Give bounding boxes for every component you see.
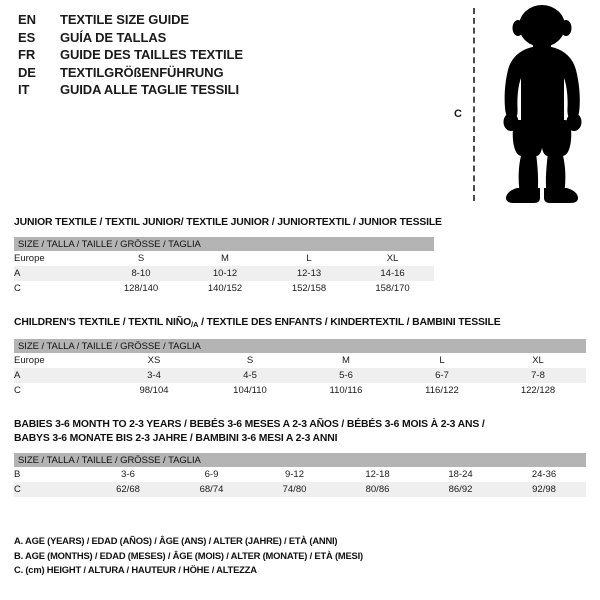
table-cell: 74/80 — [253, 482, 336, 497]
language-row: FR GUIDE DES TAILLES TEXTILE — [18, 47, 418, 65]
language-code: IT — [18, 82, 30, 98]
table-cell: 158/170 — [351, 281, 435, 296]
column-header: M — [298, 353, 394, 368]
guide-title: GUIDE DES TAILLES TEXTILE — [60, 47, 243, 63]
measurement-legend: A. AGE (YEARS) / EDAD (AÑOS) / ÂGE (ANS)… — [14, 534, 574, 578]
table-cell: 110/116 — [298, 383, 394, 398]
column-header: S — [202, 353, 298, 368]
section-babies-title-line2: BABYS 3-6 MONATE BIS 2-3 JAHRE / BAMBINI… — [14, 433, 338, 444]
table-cell: 86/92 — [419, 482, 502, 497]
table-cell: 140/152 — [183, 281, 267, 296]
row-label: Europe — [14, 353, 106, 368]
column-header: XL — [490, 353, 587, 368]
table-cell: 24-36 — [502, 467, 587, 482]
table-cell: 80/86 — [336, 482, 419, 497]
table-cell: 8-10 — [99, 266, 183, 281]
table-cell: 18-24 — [419, 467, 502, 482]
height-measure-dashed-line — [473, 8, 475, 201]
language-row: EN TEXTILE SIZE GUIDE — [18, 12, 418, 30]
row-label: C — [14, 281, 99, 296]
table-band-row: SIZE / TALLA / TAILLE / GRÖSSE / TAGLIA — [14, 339, 587, 353]
language-row: IT GUIDA ALLE TAGLIE TESSILI — [18, 82, 418, 100]
section-babies-textile: BABIES 3-6 MONTH TO 2-3 YEARS / BEBÉS 3-… — [14, 418, 587, 497]
figure-height-label: C — [454, 108, 462, 120]
table-row: C 62/68 68/74 74/80 80/86 86/92 92/98 — [14, 482, 587, 497]
table-cell: 62/68 — [86, 482, 170, 497]
guide-title: TEXTILE SIZE GUIDE — [60, 12, 189, 27]
table-cell: 14-16 — [351, 266, 435, 281]
legend-line: C. (cm) HEIGHT / ALTURA / HAUTEUR / HÖHE… — [14, 564, 257, 575]
row-label: Europe — [14, 251, 99, 266]
table-cell: 12-18 — [336, 467, 419, 482]
legend-line: A. AGE (YEARS) / EDAD (AÑOS) / ÂGE (ANS)… — [14, 535, 338, 546]
row-label: C — [14, 482, 86, 497]
column-header: L — [267, 251, 351, 266]
section-children-title-pre: CHILDREN'S TEXTILE / TEXTIL NIÑO — [14, 317, 192, 328]
table-cell: 3-4 — [106, 368, 202, 383]
language-code: FR — [18, 47, 36, 63]
band-label: SIZE / TALLA / TAILLE / GRÖSSE / TAGLIA — [14, 237, 435, 251]
children-size-table: SIZE / TALLA / TAILLE / GRÖSSE / TAGLIA … — [14, 339, 587, 398]
row-label: B — [14, 467, 86, 482]
band-label: SIZE / TALLA / TAILLE / GRÖSSE / TAGLIA — [14, 453, 587, 467]
language-code: ES — [18, 29, 36, 45]
table-cell: 68/74 — [170, 482, 253, 497]
legend-line: B. AGE (MONTHS) / EDAD (MESES) / ÂGE (MO… — [14, 549, 363, 561]
column-header: S — [99, 251, 183, 266]
table-cell: 98/104 — [106, 383, 202, 398]
table-cell: 92/98 — [502, 482, 587, 497]
row-label: A — [14, 368, 106, 383]
column-header: XS — [106, 353, 202, 368]
table-cell: 12-13 — [267, 266, 351, 281]
language-title-block: EN TEXTILE SIZE GUIDE ES GUÍA DE TALLAS FR GU… — [18, 12, 418, 100]
table-cell: 6-7 — [394, 368, 490, 383]
row-label: C — [14, 383, 106, 398]
guide-title: TEXTILGRÖßENFÜHRUNG — [60, 64, 224, 80]
column-header: XL — [351, 251, 435, 266]
column-header: L — [394, 353, 490, 368]
section-children-title-sub: /A — [191, 320, 199, 329]
table-row: C 98/104 104/110 110/116 116/122 122/128 — [14, 383, 587, 398]
section-childrens-textile: CHILDREN'S TEXTILE / TEXTIL NIÑO/A / TEX… — [14, 316, 587, 398]
table-cell: 116/122 — [394, 383, 490, 398]
table-band-row: SIZE / TALLA / TAILLE / GRÖSSE / TAGLIA — [14, 453, 587, 467]
table-cell: 4-5 — [202, 368, 298, 383]
section-children-title-post: / TEXTILE DES ENFANTS / KINDERTEXTIL / B… — [198, 317, 501, 328]
table-cell: 104/110 — [202, 383, 298, 398]
section-babies-title-line1: BABIES 3-6 MONTH TO 2-3 YEARS / BEBÉS 3-… — [14, 419, 485, 430]
table-cell: 122/128 — [490, 383, 587, 398]
table-cell: 152/158 — [267, 281, 351, 296]
language-row: DE TEXTILGRÖßENFÜHRUNG — [18, 65, 418, 83]
babies-size-table: SIZE / TALLA / TAILLE / GRÖSSE / TAGLIA … — [14, 453, 587, 497]
table-band-row: SIZE / TALLA / TAILLE / GRÖSSE / TAGLIA — [14, 237, 435, 251]
table-cell: 9-12 — [253, 467, 336, 482]
language-row: ES GUÍA DE TALLAS — [18, 30, 418, 48]
table-cell: 10-12 — [183, 266, 267, 281]
language-code: DE — [18, 64, 36, 80]
column-header: M — [183, 251, 267, 266]
table-cell: 7-8 — [490, 368, 587, 383]
row-label: A — [14, 266, 99, 281]
table-cell: 6-9 — [170, 467, 253, 482]
language-code: EN — [18, 12, 36, 27]
table-row-header: Europe S M L XL — [14, 251, 435, 266]
table-row: A 3-4 4-5 5-6 6-7 7-8 — [14, 368, 587, 383]
guide-title: GUÍA DE TALLAS — [60, 29, 167, 45]
toddler-silhouette-icon — [503, 5, 582, 203]
table-row: C 128/140 140/152 152/158 158/170 — [14, 281, 435, 296]
height-figure-illustration: C — [448, 4, 598, 204]
junior-size-table: SIZE / TALLA / TAILLE / GRÖSSE / TAGLIA … — [14, 237, 435, 296]
table-row: A 8-10 10-12 12-13 14-16 — [14, 266, 435, 281]
table-cell: 128/140 — [99, 281, 183, 296]
table-cell: 3-6 — [86, 467, 170, 482]
table-row: B 3-6 6-9 9-12 12-18 18-24 24-36 — [14, 467, 587, 482]
section-junior-textile: JUNIOR TEXTILE / TEXTIL JUNIOR/ TEXTILE … — [14, 216, 442, 296]
table-row-header: Europe XS S M L XL — [14, 353, 587, 368]
guide-title: GUIDA ALLE TAGLIE TESSILI — [60, 82, 240, 98]
band-label: SIZE / TALLA / TAILLE / GRÖSSE / TAGLIA — [14, 339, 587, 353]
table-cell: 5-6 — [298, 368, 394, 383]
section-children-title: CHILDREN'S TEXTILE / TEXTIL NIÑO/A / TEX… — [14, 316, 586, 332]
section-junior-title: JUNIOR TEXTILE / TEXTIL JUNIOR/ TEXTILE … — [14, 217, 442, 228]
